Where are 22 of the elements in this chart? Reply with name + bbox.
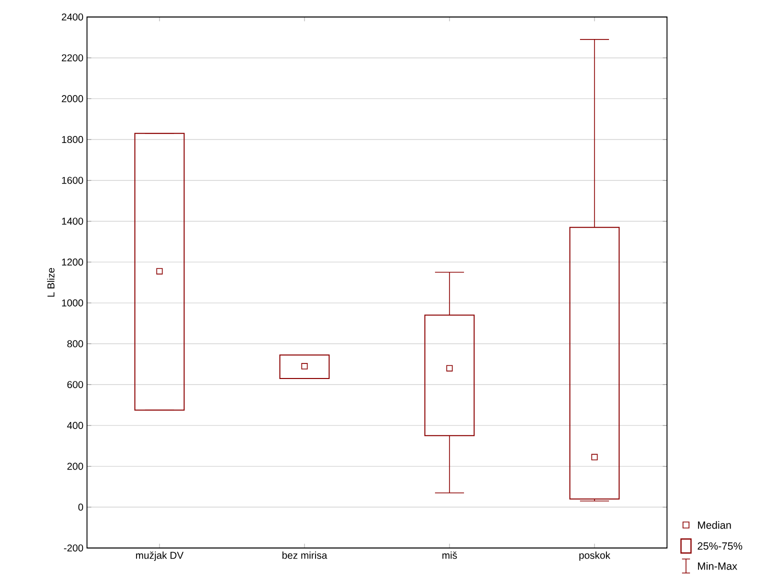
x-tick-label: miš <box>442 552 457 559</box>
x-tick-label: mužjak DV <box>136 552 184 561</box>
y-tick-label: 2200 <box>62 54 84 62</box>
text: Min-Max <box>698 562 738 570</box>
x-tick-label: bez mirisa <box>282 552 328 559</box>
y-tick-label: 2000 <box>62 95 84 102</box>
y-tick-label: 2400 <box>62 13 84 21</box>
y-tick-label: 600 <box>67 381 84 388</box>
y-tick-label: 1600 <box>62 176 84 184</box>
y-tick-label: 1200 <box>62 258 84 266</box>
text: 25%-75% <box>698 542 742 550</box>
text: Median <box>698 521 731 529</box>
y-tick-label: -200 <box>64 544 84 552</box>
y-tick-label: 200 <box>67 462 84 470</box>
y-tick-label: 1400 <box>62 218 84 225</box>
y-axis-title: L Blize <box>47 268 54 297</box>
x-tick-label: poskok <box>579 552 610 561</box>
y-tick-label: 1800 <box>62 136 84 144</box>
y-tick-label: 800 <box>67 340 84 348</box>
y-tick-label: 1000 <box>62 299 84 306</box>
y-tick-label: 0 <box>78 504 84 511</box>
y-tick-label: 400 <box>67 422 84 429</box>
